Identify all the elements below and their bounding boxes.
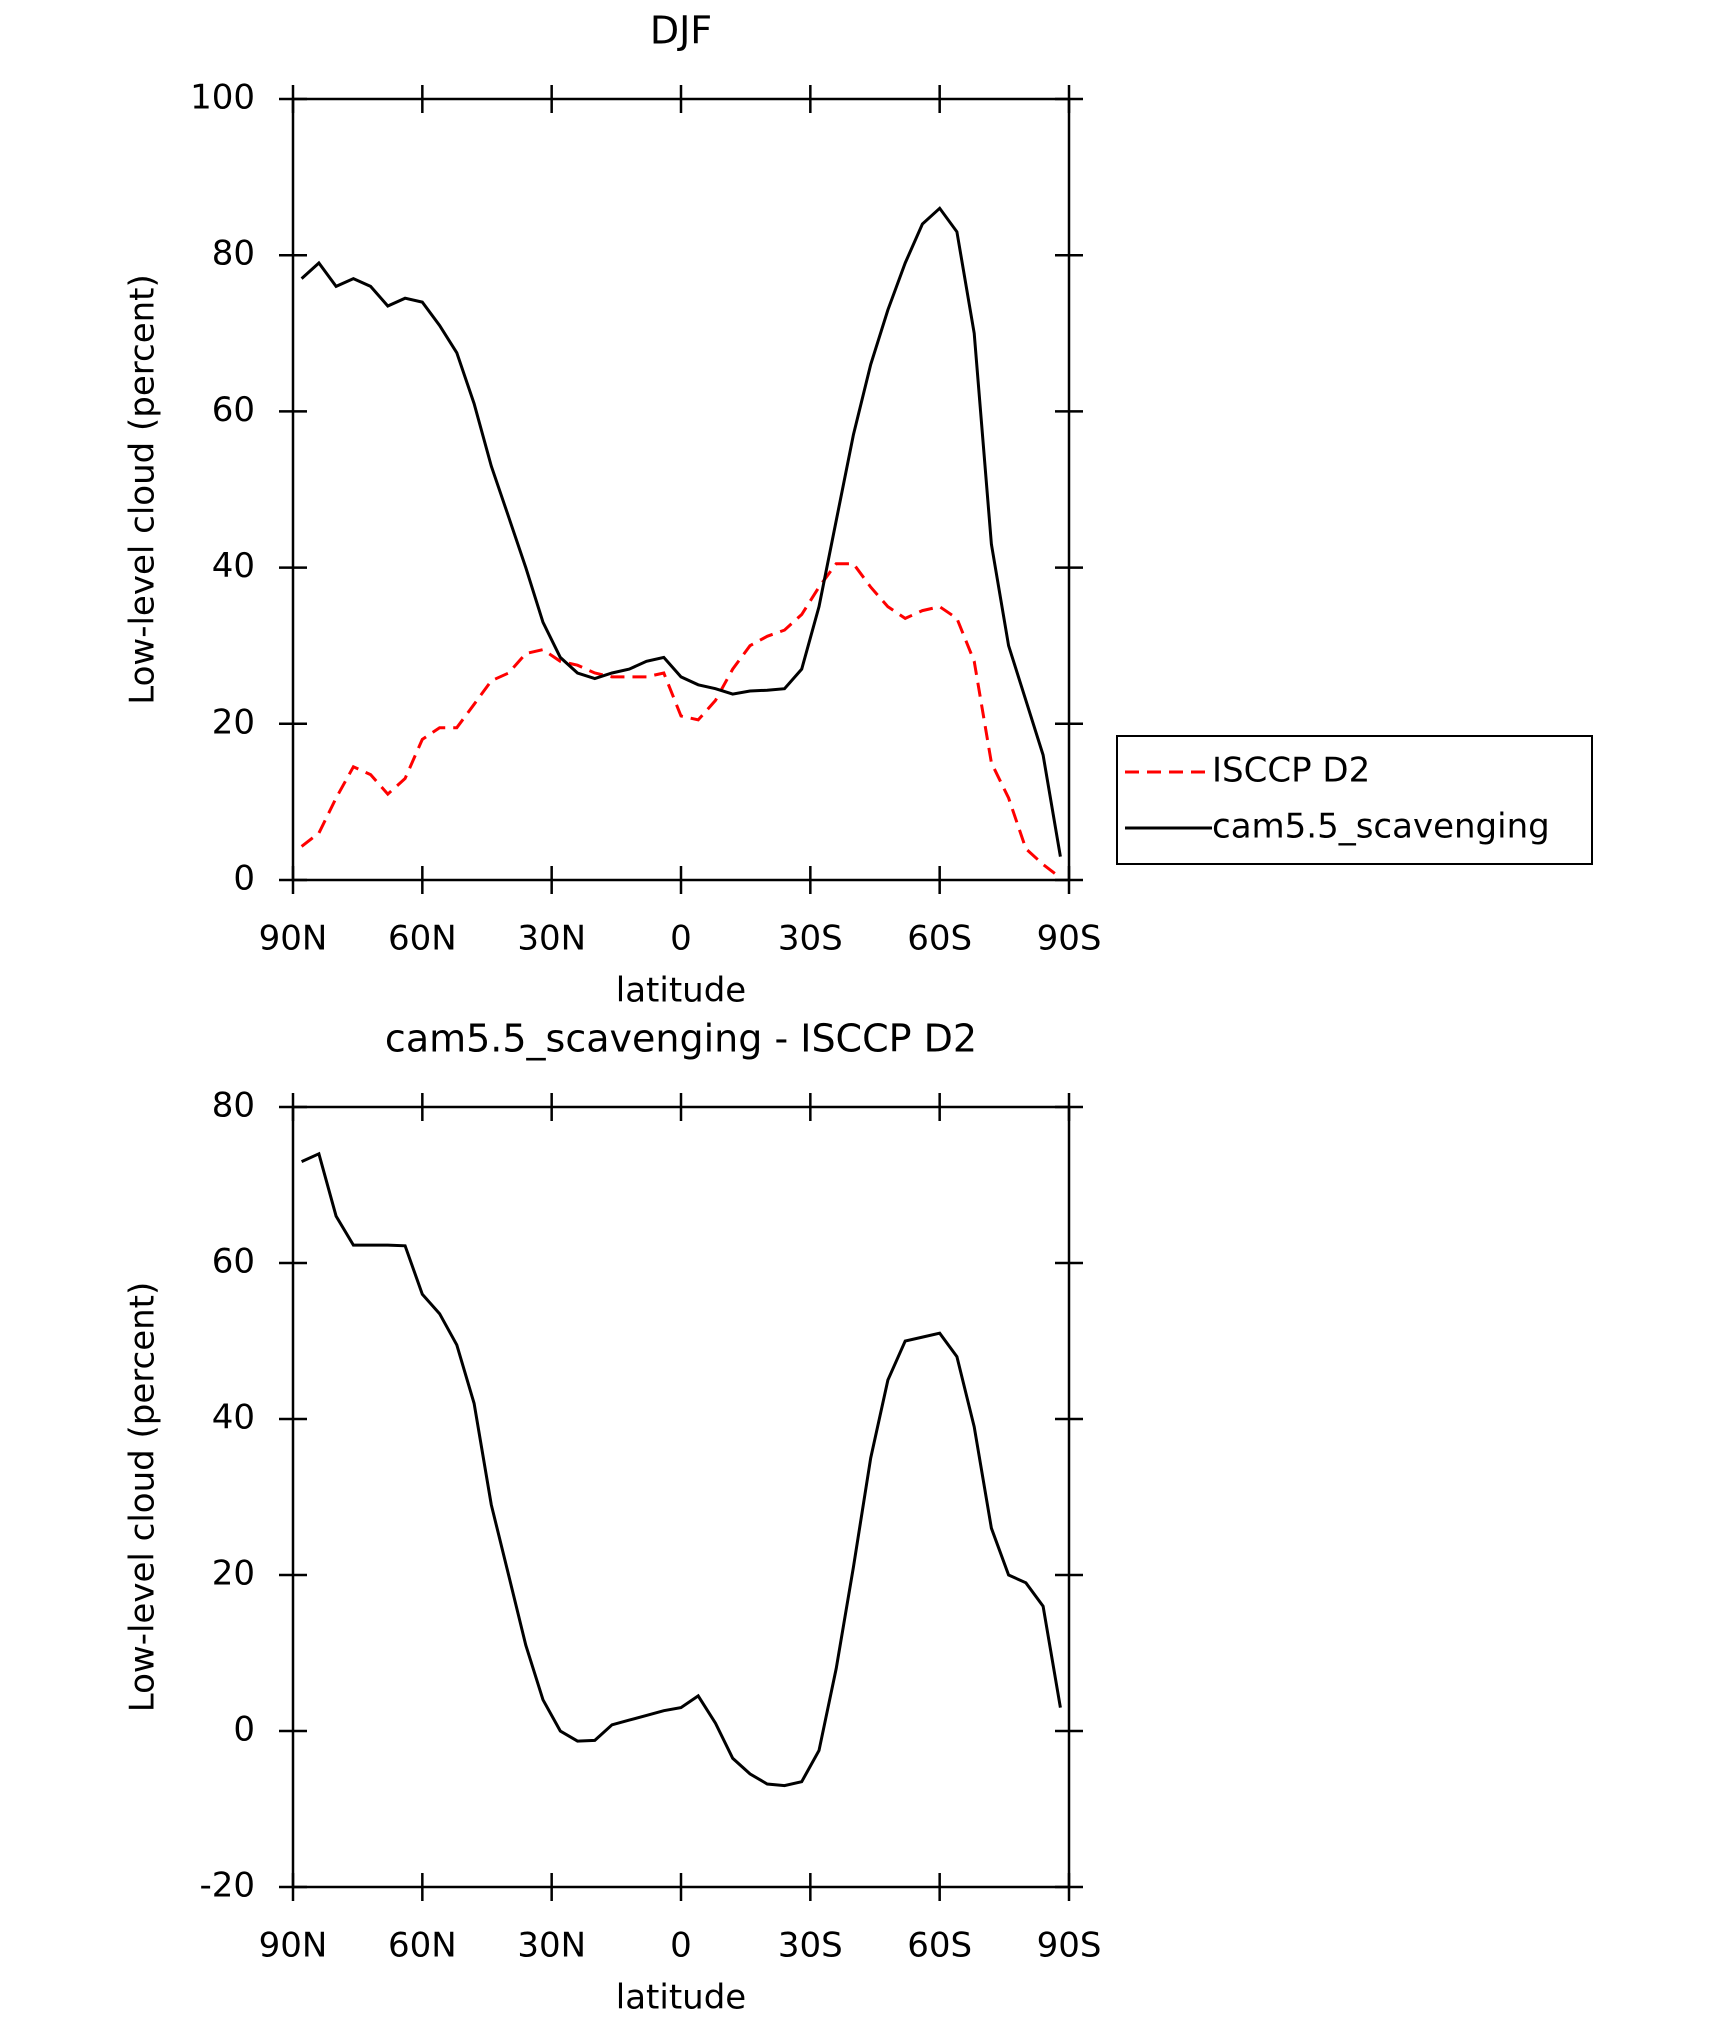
plot-frame — [291, 1105, 1071, 1889]
y-tick-label: 100 — [190, 78, 255, 118]
x-tick-label: 30N — [517, 1926, 586, 1966]
y-tick-label: 40 — [212, 1398, 255, 1438]
x-tick-label: 60N — [388, 919, 457, 959]
x-tick-label: 90N — [259, 1926, 328, 1966]
legend-label: cam5.5_scavenging — [1212, 807, 1550, 847]
x-tick-label: 0 — [670, 919, 692, 959]
x-tick-label: 90S — [1037, 1926, 1102, 1966]
y-axis-label: Low-level cloud (percent) — [123, 274, 163, 705]
y-axis-label: Low-level cloud (percent) — [123, 1282, 163, 1713]
x-tick-label: 60S — [907, 1926, 972, 1966]
series-line — [300, 562, 1062, 879]
x-axis-label: latitude — [616, 971, 746, 1011]
y-tick-label: 0 — [233, 859, 255, 899]
y-tick-label: 80 — [212, 1086, 255, 1126]
x-axis-label: latitude — [616, 1978, 746, 2018]
chart-title: DJF — [650, 9, 712, 53]
y-tick-label: 60 — [212, 1242, 255, 1282]
x-tick-label: 30S — [778, 1926, 843, 1966]
x-tick-label: 60N — [388, 1926, 457, 1966]
y-tick-label: 40 — [212, 546, 255, 586]
series-line — [300, 206, 1062, 857]
x-tick-label: 60S — [907, 919, 972, 959]
y-tick-label: 0 — [233, 1710, 255, 1750]
plot-frame — [291, 97, 1071, 882]
legend-box — [1116, 735, 1593, 865]
x-tick-label: 90S — [1037, 919, 1102, 959]
y-tick-label: 20 — [212, 1554, 255, 1594]
x-tick-label: 90N — [259, 919, 328, 959]
series-line — [300, 1151, 1062, 1788]
x-tick-label: 30N — [517, 919, 586, 959]
y-tick-label: -20 — [199, 1866, 255, 1906]
x-tick-label: 30S — [778, 919, 843, 959]
chart-title: cam5.5_scavenging - ISCCP D2 — [385, 1017, 977, 1061]
y-tick-label: 60 — [212, 390, 255, 430]
x-tick-label: 0 — [670, 1926, 692, 1966]
legend-label: ISCCP D2 — [1212, 751, 1370, 791]
y-tick-label: 20 — [212, 702, 255, 742]
y-tick-label: 80 — [212, 234, 255, 274]
